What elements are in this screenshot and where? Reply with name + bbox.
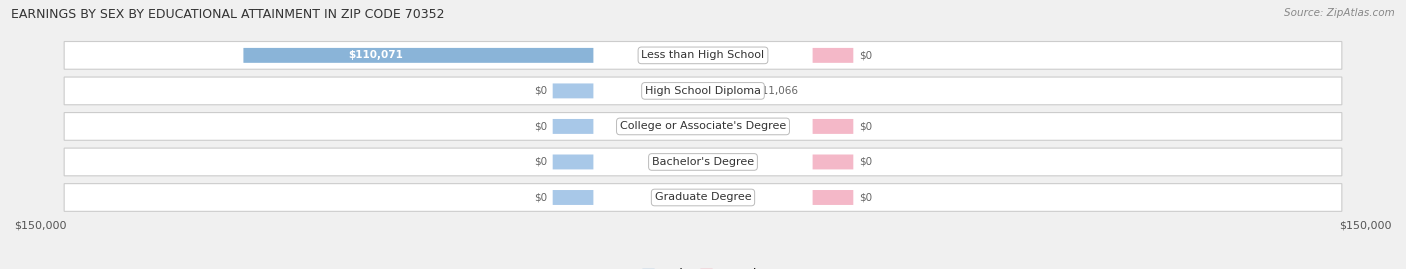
Text: $0: $0 [859,193,872,203]
FancyBboxPatch shape [243,48,593,63]
Text: $0: $0 [859,50,872,60]
Text: $110,071: $110,071 [349,50,404,60]
FancyBboxPatch shape [553,83,593,98]
FancyBboxPatch shape [65,184,1341,211]
Text: High School Diploma: High School Diploma [645,86,761,96]
Text: EARNINGS BY SEX BY EDUCATIONAL ATTAINMENT IN ZIP CODE 70352: EARNINGS BY SEX BY EDUCATIONAL ATTAINMEN… [11,8,444,21]
Text: College or Associate's Degree: College or Associate's Degree [620,121,786,132]
Text: Less than High School: Less than High School [641,50,765,60]
Text: $0: $0 [534,157,547,167]
FancyBboxPatch shape [65,112,1341,140]
FancyBboxPatch shape [813,119,853,134]
FancyBboxPatch shape [553,154,593,169]
FancyBboxPatch shape [813,48,853,63]
Text: $150,000: $150,000 [1340,221,1392,231]
Text: $0: $0 [859,121,872,132]
FancyBboxPatch shape [65,148,1341,176]
FancyBboxPatch shape [65,41,1341,69]
Text: $0: $0 [534,86,547,96]
Text: $0: $0 [859,157,872,167]
FancyBboxPatch shape [553,119,593,134]
FancyBboxPatch shape [813,190,853,205]
Text: $11,066: $11,066 [755,86,797,96]
Text: $150,000: $150,000 [14,221,66,231]
FancyBboxPatch shape [813,154,853,169]
Legend: Male, Female: Male, Female [641,268,765,269]
Text: Bachelor's Degree: Bachelor's Degree [652,157,754,167]
Text: Source: ZipAtlas.com: Source: ZipAtlas.com [1284,8,1395,18]
Text: $0: $0 [534,193,547,203]
FancyBboxPatch shape [553,190,593,205]
Text: $0: $0 [534,121,547,132]
Text: Graduate Degree: Graduate Degree [655,193,751,203]
FancyBboxPatch shape [65,77,1341,105]
